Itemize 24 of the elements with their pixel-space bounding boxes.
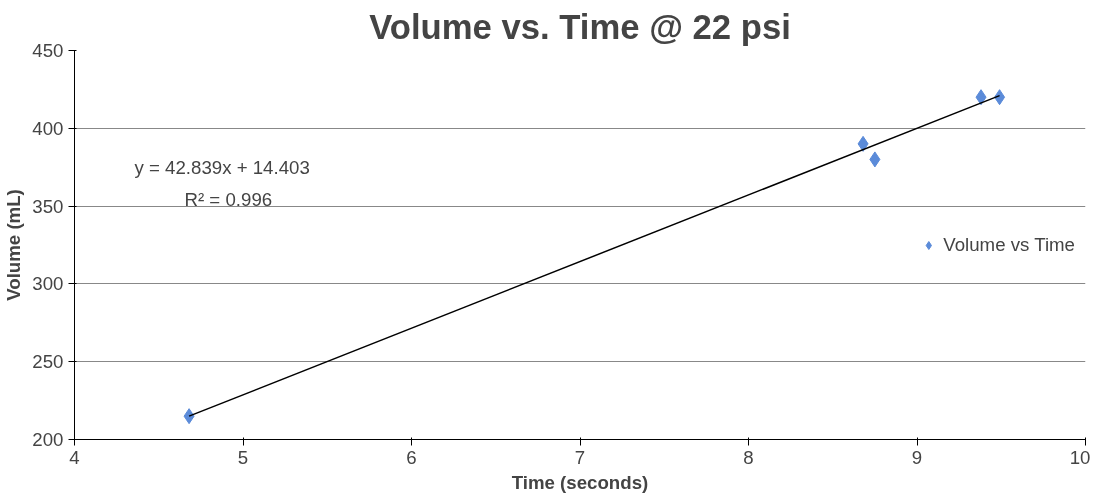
y-tick-label: 450	[32, 40, 64, 61]
x-tick-label: 6	[406, 446, 417, 468]
x-tick-label: 5	[237, 446, 249, 468]
y-axis-title: Volume (mL)	[3, 189, 25, 301]
point	[994, 89, 1006, 106]
chart-title: Volume vs. Time @ 22 psi	[369, 7, 791, 46]
x-tick-label: 10	[1069, 446, 1091, 468]
x-tick-label: 4	[69, 446, 80, 468]
y-tick-label: 350	[32, 195, 64, 217]
point	[869, 151, 881, 168]
annotation: R² = 0.996	[184, 188, 273, 210]
x-axis-title: Time (seconds)	[511, 471, 649, 493]
y-tick-label: 250	[32, 351, 64, 373]
point	[857, 135, 869, 152]
y-tick-label: 400	[32, 117, 64, 139]
point	[975, 89, 987, 106]
x-tick-label: 9	[911, 446, 923, 468]
y-tick-label: 200	[32, 429, 64, 450]
legend-label: Volume vs Time	[943, 233, 1075, 256]
x-tick-label: 7	[574, 446, 586, 468]
annotation: y = 42.839x + 14.403	[134, 156, 310, 178]
x-tick-label: 8	[743, 446, 754, 468]
point	[183, 408, 195, 425]
y-tick-label: 300	[32, 273, 64, 295]
